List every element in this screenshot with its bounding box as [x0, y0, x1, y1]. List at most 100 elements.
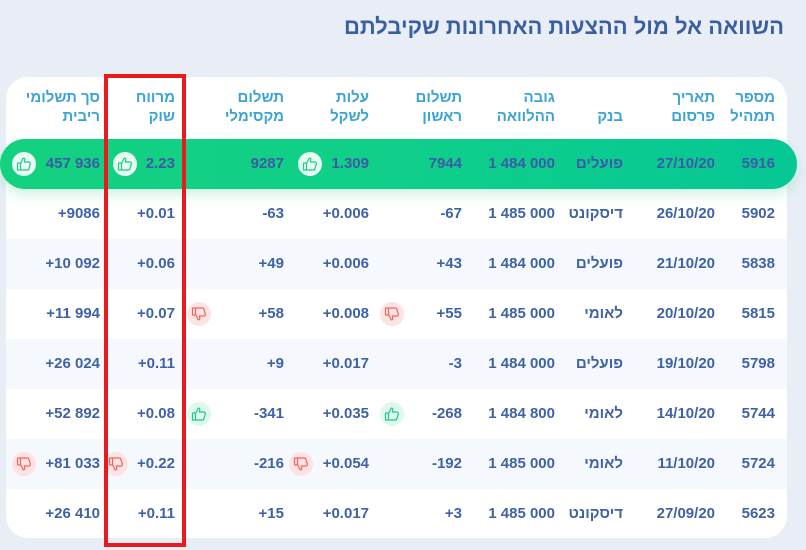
- thumbs-up-icon: [112, 152, 137, 176]
- column-header-line1: מספר: [735, 89, 775, 106]
- cell-mix-id: 5916: [741, 155, 775, 172]
- table-row[interactable]: 5724 11/10/20 לאומי 1 485 000 -192 +0.054 -216…: [6, 439, 787, 489]
- column-header-first-payment[interactable]: תשלום ראשון: [416, 88, 462, 126]
- cell-total-interest: +11 994: [46, 305, 100, 322]
- column-header-line2: מקסימלי: [224, 108, 284, 125]
- column-header-mix-id[interactable]: מספר תמהיל: [730, 88, 775, 126]
- table-row[interactable]: 5798 19/10/20 פועלים 1 484 000 -3 +0.017 +9 +0.…: [6, 339, 787, 389]
- cell-date: 21/10/20: [656, 255, 715, 272]
- column-header-cost-per-shekel[interactable]: עלות לשקל: [330, 88, 369, 126]
- cell-max-payment: +49: [258, 255, 284, 272]
- cell-cost-per-shekel: +0.006: [322, 205, 369, 222]
- column-header-max-payment[interactable]: תשלום מקסימלי: [225, 88, 284, 126]
- cell-first-payment: +43: [436, 255, 462, 272]
- cell-date: 14/10/20: [656, 405, 715, 422]
- cell-cost-per-shekel: +0.006: [322, 255, 369, 272]
- column-header-line1: גובה: [523, 89, 555, 106]
- column-header-line1: סך תשלומי: [25, 89, 100, 106]
- column-header-total-interest[interactable]: סך תשלומי ריבית: [26, 88, 100, 126]
- thumbs-down-icon: [380, 302, 404, 326]
- cell-total-interest: +26 024: [45, 355, 100, 372]
- cell-mix-id: 5838: [741, 255, 775, 272]
- cell-bank: דיסקונט: [568, 505, 623, 522]
- cell-cost-per-shekel: +0.054: [322, 455, 369, 472]
- cell-loan-amount: 1 485 000: [488, 455, 555, 472]
- cell-cost-per-shekel: +0.017: [322, 355, 369, 372]
- cell-bank: פועלים: [575, 155, 623, 172]
- cell-mix-id: 5815: [741, 305, 775, 322]
- cell-mix-id: 5744: [741, 405, 775, 422]
- table-row[interactable]: 5815 20/10/20 לאומי 1 485 000 +55 +0.008 +58 +0…: [6, 289, 787, 339]
- cell-bank: דיסקונט: [568, 205, 623, 222]
- column-header-line2: לשקל: [330, 108, 369, 125]
- cell-total-interest: +10 092: [45, 255, 100, 272]
- cell-max-payment: -341: [253, 405, 284, 422]
- cell-first-payment: -3: [448, 355, 462, 372]
- column-header-line2: פרסום: [671, 108, 715, 125]
- table-row[interactable]: 5902 26/10/20 דיסקונט 1 485 000 -67 +0.006 -63…: [6, 189, 787, 239]
- cell-market-spread: +0.06: [137, 255, 175, 272]
- cell-loan-amount: 1 484 000: [488, 355, 555, 372]
- cell-loan-amount: 1 484 000: [488, 255, 555, 272]
- column-header-line2: ריבית: [62, 108, 100, 125]
- cell-bank: לאומי: [584, 455, 623, 472]
- cell-max-payment: 9287: [250, 155, 284, 172]
- thumbs-down-icon: [187, 302, 211, 326]
- column-header-bank[interactable]: בנק: [597, 88, 623, 126]
- column-header-line2: תמהיל: [730, 108, 775, 125]
- cell-first-payment: 7944: [428, 155, 462, 172]
- column-header-date[interactable]: תאריך פרסום: [671, 88, 715, 126]
- cell-loan-amount: 1 485 000: [488, 505, 555, 522]
- page-title: השוואה אל מול ההצעות האחרונות שקיבלתם: [343, 14, 784, 39]
- cell-date: 26/10/20: [656, 205, 715, 222]
- column-header-line1: תאריך: [672, 89, 715, 106]
- table-header: מספר תמהיל תאריך פרסום בנק גובה ההלוואה תשלום רא…: [6, 77, 787, 137]
- column-header-line2: שוק: [148, 108, 175, 125]
- cell-max-payment: +15: [258, 505, 284, 522]
- cell-market-spread: 2.23: [145, 155, 175, 172]
- column-header-line2: בנק: [597, 108, 623, 125]
- cell-first-payment: -192: [431, 455, 462, 472]
- cell-market-spread: +0.01: [137, 205, 175, 222]
- thumbs-up-icon: [187, 402, 211, 426]
- column-header-market-spread[interactable]: מרווח שוק: [136, 88, 175, 126]
- cell-market-spread: +0.11: [137, 355, 175, 372]
- thumbs-down-icon: [289, 452, 314, 476]
- cell-mix-id: 5623: [741, 505, 775, 522]
- cell-market-spread: +0.11: [137, 505, 175, 522]
- thumbs-up-icon: [11, 152, 36, 176]
- cell-loan-amount: 1 484 000: [488, 155, 555, 172]
- table-row-best-offer[interactable]: 5916 27/10/20 פועלים 1 484 000 7944 1.309 9287…: [0, 139, 797, 189]
- thumbs-down-icon: [104, 452, 128, 476]
- cell-mix-id: 5902: [741, 205, 775, 222]
- cell-date: 27/09/20: [656, 505, 715, 522]
- table-row[interactable]: 5744 14/10/20 לאומי 1 484 800 -268 +0.035 -341…: [6, 389, 787, 439]
- cell-mix-id: 5798: [741, 355, 775, 372]
- thumbs-down-icon: [11, 452, 36, 476]
- cell-market-spread: +0.22: [137, 455, 175, 472]
- cell-bank: לאומי: [584, 405, 623, 422]
- cell-max-payment: -63: [262, 205, 284, 222]
- cell-loan-amount: 1 485 000: [488, 305, 555, 322]
- cell-first-payment: -67: [440, 205, 462, 222]
- table-row[interactable]: 5623 27/09/20 דיסקונט 1 485 000 +3 +0.017 +15 +…: [6, 489, 787, 539]
- cell-total-interest: +9086: [57, 205, 100, 222]
- column-header-loan-amount[interactable]: גובה ההלוואה: [497, 88, 555, 126]
- table-row[interactable]: 5838 21/10/20 פועלים 1 484 000 +43 +0.006 +49 +…: [6, 239, 787, 289]
- cell-max-payment: +58: [258, 305, 284, 322]
- cell-total-interest: +52 892: [45, 405, 100, 422]
- cell-bank: פועלים: [575, 255, 623, 272]
- column-header-line2: ראשון: [422, 108, 462, 125]
- column-header-line1: תשלום: [415, 89, 462, 106]
- cell-cost-per-shekel: +0.017: [322, 505, 369, 522]
- cell-date: 20/10/20: [656, 305, 715, 322]
- cell-date: 27/10/20: [656, 155, 715, 172]
- column-header-line2: ההלוואה: [496, 108, 555, 125]
- cell-first-payment: +3: [444, 505, 462, 522]
- cell-cost-per-shekel: +0.035: [322, 405, 369, 422]
- cell-max-payment: -216: [253, 455, 284, 472]
- cell-date: 11/10/20: [657, 455, 715, 472]
- cell-loan-amount: 1 485 000: [488, 205, 555, 222]
- cell-loan-amount: 1 484 800: [488, 405, 555, 422]
- cell-mix-id: 5724: [741, 455, 775, 472]
